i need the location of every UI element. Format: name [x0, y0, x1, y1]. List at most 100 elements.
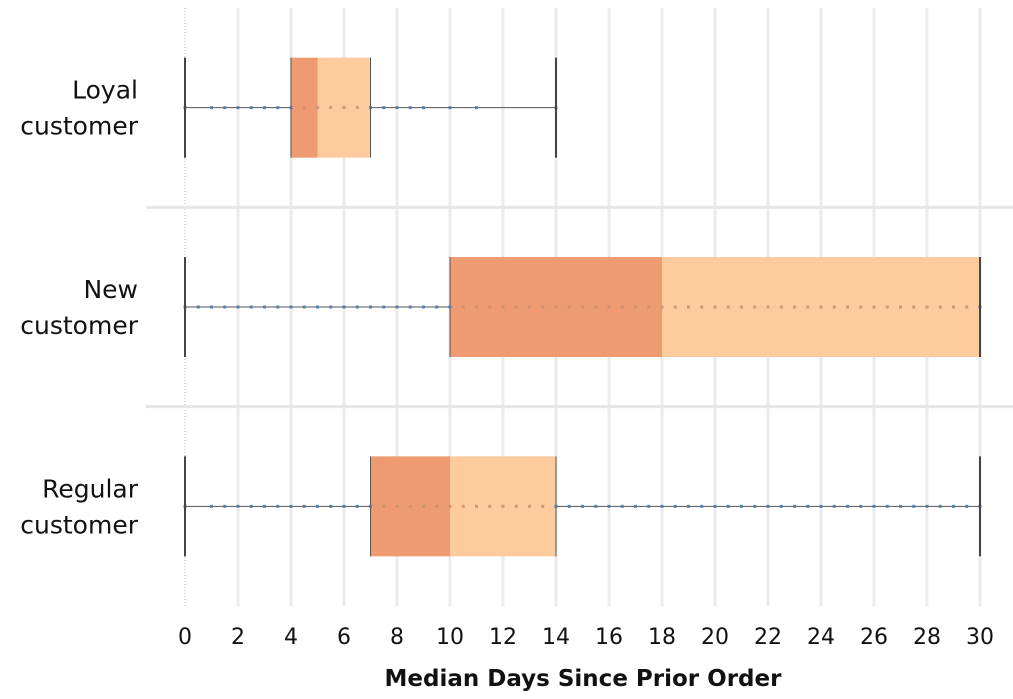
data-point — [872, 305, 876, 309]
category-label-line: Regular — [42, 474, 139, 503]
data-point — [779, 305, 783, 309]
data-point — [382, 504, 386, 508]
data-point — [594, 504, 598, 508]
data-point — [528, 504, 531, 508]
data-point — [223, 106, 227, 110]
data-point — [660, 504, 664, 508]
data-point — [726, 305, 730, 309]
tick-label: 10 — [436, 625, 464, 650]
data-point — [793, 305, 796, 309]
data-point — [660, 305, 664, 309]
data-point — [435, 504, 439, 508]
data-point — [382, 305, 386, 309]
tick-label: 2 — [231, 625, 245, 650]
tick-label: 22 — [754, 625, 782, 650]
data-point — [832, 305, 836, 309]
data-point — [369, 106, 372, 110]
data-point — [475, 305, 478, 309]
box-row — [183, 456, 982, 557]
x-axis-ticks: 0 2 4 6 8 10 12 14 16 18 20 22 24 26 28 30 — [178, 625, 994, 650]
data-point — [793, 504, 796, 508]
data-point — [422, 305, 425, 309]
data-point — [302, 504, 306, 508]
data-point — [249, 504, 253, 508]
data-point — [395, 106, 399, 110]
data-point — [687, 305, 690, 309]
data-point — [501, 504, 505, 508]
data-point — [488, 305, 492, 309]
data-point — [965, 305, 969, 309]
data-point — [408, 504, 412, 508]
data-point — [408, 106, 412, 110]
data-point — [806, 305, 810, 309]
data-point — [634, 305, 637, 309]
category-label-line: New — [83, 275, 138, 304]
data-point — [647, 305, 651, 309]
tick-label: 18 — [648, 625, 676, 650]
tick-label: 16 — [595, 625, 623, 650]
data-point — [554, 504, 558, 508]
data-point — [422, 504, 425, 508]
data-point — [422, 106, 425, 110]
data-point — [726, 504, 730, 508]
tick-label: 28 — [913, 625, 941, 650]
data-point — [395, 305, 399, 309]
data-point — [276, 305, 280, 309]
data-point — [594, 305, 598, 309]
data-point — [938, 504, 942, 508]
tick-label: 4 — [284, 625, 298, 650]
data-point — [289, 106, 293, 110]
data-point — [673, 305, 677, 309]
data-point — [859, 305, 863, 309]
data-point — [382, 106, 386, 110]
data-point — [316, 504, 319, 508]
data-point — [925, 305, 929, 309]
data-point — [952, 504, 955, 508]
tick-label: 12 — [489, 625, 517, 650]
data-point — [740, 305, 743, 309]
data-point — [607, 305, 611, 309]
data-point — [501, 305, 505, 309]
data-point — [302, 305, 306, 309]
data-point — [952, 305, 955, 309]
box-rows — [183, 57, 982, 557]
data-point — [342, 106, 346, 110]
tick-label: 0 — [178, 625, 192, 650]
category-label-line: customer — [20, 112, 138, 141]
data-point — [461, 305, 465, 309]
data-point — [448, 305, 452, 309]
category-label: Regular customer — [20, 474, 138, 539]
data-point — [673, 504, 677, 508]
data-point — [236, 106, 240, 110]
data-point — [263, 504, 266, 508]
tick-label: 20 — [701, 625, 729, 650]
data-point — [581, 305, 584, 309]
data-point — [369, 504, 372, 508]
data-point — [938, 305, 942, 309]
data-point — [713, 305, 717, 309]
data-point — [899, 504, 902, 508]
data-point — [475, 504, 478, 508]
data-point — [355, 305, 359, 309]
data-point — [925, 504, 929, 508]
data-point — [448, 504, 452, 508]
data-point — [541, 504, 545, 508]
data-point — [249, 106, 253, 110]
data-point — [859, 504, 863, 508]
data-point — [620, 504, 624, 508]
data-point — [514, 305, 518, 309]
data-point — [302, 106, 306, 110]
data-point — [713, 504, 717, 508]
category-label: Loyal customer — [20, 76, 138, 141]
data-point — [276, 504, 280, 508]
data-point — [223, 305, 227, 309]
data-point — [753, 305, 757, 309]
data-point — [740, 504, 743, 508]
category-labels: Loyal customer New customer Regular customer — [20, 76, 138, 540]
data-point — [448, 106, 452, 110]
data-point — [316, 106, 319, 110]
data-point — [687, 504, 690, 508]
data-point — [395, 504, 399, 508]
data-point — [329, 504, 333, 508]
